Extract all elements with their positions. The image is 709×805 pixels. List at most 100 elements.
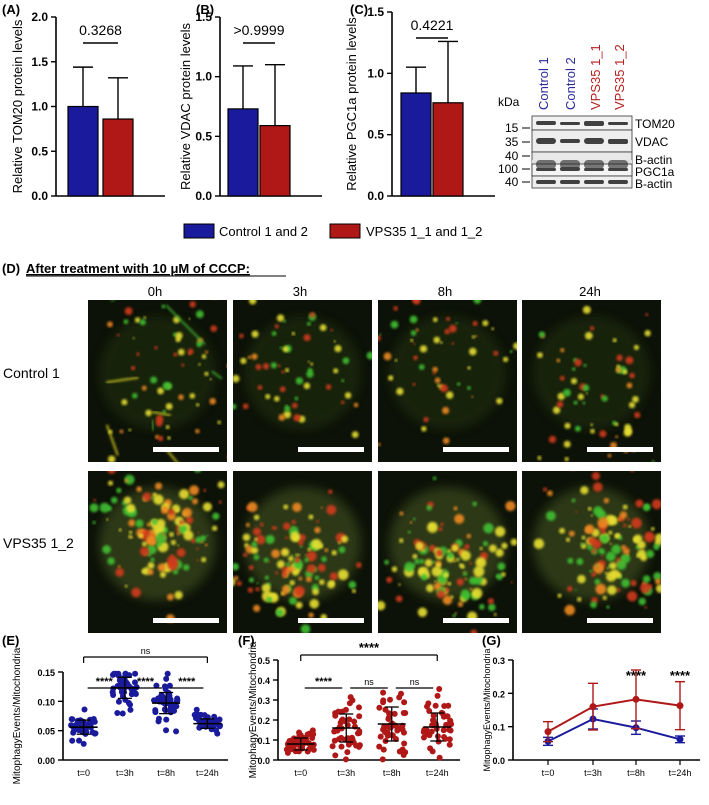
data-point — [402, 749, 409, 756]
data-point — [391, 710, 398, 717]
bar-vps35 — [432, 102, 464, 197]
blot-band-bactin: B-actin — [635, 153, 672, 167]
scale-bar — [153, 618, 219, 623]
bar-vps35 — [259, 124, 291, 197]
y-tick-label: 0.3 — [257, 696, 270, 706]
y-axis-label: Relative PGC1a protein levels — [344, 17, 359, 191]
data-point — [400, 729, 407, 736]
y-tick-label: 1.5 — [31, 55, 48, 69]
comparison-label: ns — [364, 677, 374, 687]
data-point — [284, 749, 291, 756]
data-point — [342, 756, 349, 763]
data-point — [351, 718, 358, 725]
data-point — [446, 741, 453, 748]
data-point — [434, 692, 441, 699]
data-point — [440, 727, 447, 734]
data-point — [131, 679, 138, 686]
data-point — [354, 730, 361, 737]
data-point — [155, 718, 162, 725]
y-tick-label: 0.0 — [31, 189, 48, 203]
panel-d-title: After treatment with 10 μM of CCCP: — [26, 261, 250, 276]
data-point — [356, 713, 363, 720]
y-axis-label: MitophagyEvents/Mitochondria — [248, 641, 259, 778]
data-point — [89, 729, 96, 736]
blot-marker-35: 35 — [505, 135, 519, 149]
data-point — [173, 728, 180, 735]
blot-marker-40: 40 — [505, 149, 519, 163]
data-point — [115, 698, 122, 705]
x-tick-label: t=24h — [196, 768, 219, 778]
micrograph-control-1-8h — [378, 300, 517, 462]
data-point — [110, 692, 117, 699]
y-tick-label: 0.0 — [257, 756, 270, 766]
comparison-label: **** — [359, 640, 380, 655]
data-point — [162, 686, 169, 693]
bar-vps35 — [102, 118, 134, 197]
data-point — [76, 737, 83, 744]
data-point — [332, 752, 339, 759]
data-point — [589, 703, 597, 711]
data-point — [396, 748, 403, 755]
panel-label-c: (C) — [350, 2, 368, 17]
micrograph-vps35-1-2-24h — [522, 471, 661, 633]
blot-band-vdac: VDAC — [635, 135, 669, 149]
data-point — [432, 702, 439, 709]
data-point — [427, 745, 434, 752]
y-axis-label: MitophagyEvents/Mitochondria — [482, 648, 492, 771]
data-point — [304, 731, 311, 738]
y-tick-label: 0.0 — [492, 756, 505, 766]
data-point — [447, 727, 454, 734]
y-axis-label: Relative TOM20 protein levels — [10, 19, 25, 193]
x-tick-label: t=0 — [542, 768, 555, 778]
x-tick-label: t=0 — [77, 768, 90, 778]
micrograph-vps35-1-2-3h — [233, 471, 372, 633]
legend: Control 1 and 2 VPS35 1_1 and 1_2 — [183, 223, 482, 239]
y-tick-label: 0.10 — [37, 697, 55, 707]
data-point — [344, 749, 351, 756]
y-tick-label: 0.2 — [492, 689, 505, 699]
comparison-label: **** — [96, 676, 114, 688]
data-point — [347, 694, 354, 701]
y-tick-label: 0.5 — [31, 144, 48, 158]
time-label-0h: 0h — [148, 284, 162, 299]
time-label-24h: 24h — [579, 284, 601, 299]
y-tick-label: 0.1 — [257, 736, 270, 746]
micrograph-vps35-1-2-0h — [88, 471, 227, 633]
data-point — [163, 716, 170, 723]
data-point — [380, 689, 387, 696]
western-blot: kDa Control 1 Control 2 VPS35 1_1 VPS35 … — [498, 44, 675, 191]
blot-marker-40b: 40 — [505, 175, 519, 189]
x-tick-label: t=24h — [669, 768, 692, 778]
data-point — [386, 710, 393, 717]
data-point — [447, 718, 454, 725]
y-tick-label: 1.5 — [367, 5, 384, 19]
data-point — [174, 697, 181, 704]
x-tick-label: t=0 — [294, 768, 307, 778]
scale-bar — [443, 618, 509, 623]
micrograph-vps35-1-2-8h — [378, 471, 517, 633]
data-point — [122, 670, 129, 677]
blot-lane-control-1: Control 1 — [536, 57, 551, 110]
blot-band-bactin-2: B-actin — [635, 177, 672, 191]
y-tick-label: 1.0 — [195, 70, 212, 84]
bar-control — [400, 92, 432, 197]
data-point — [428, 728, 435, 735]
p-value: 0.4221 — [411, 17, 454, 33]
data-point — [396, 694, 403, 701]
x-tick-label: t=8h — [627, 768, 645, 778]
x-tick-label: t=8h — [157, 768, 175, 778]
y-tick-label: 0.0 — [195, 189, 212, 203]
data-point — [349, 736, 356, 743]
y-axis-label: Relative VDAC protein levels — [178, 23, 193, 190]
series-line — [547, 717, 681, 743]
data-point — [211, 713, 218, 720]
micrograph-control-1-0h — [88, 300, 227, 462]
data-point — [676, 702, 684, 710]
bar-control — [227, 108, 259, 197]
scale-bar — [587, 618, 653, 623]
data-point — [152, 709, 159, 716]
data-point — [119, 710, 126, 717]
x-tick-label: t=8h — [383, 768, 401, 778]
data-point — [632, 695, 640, 703]
comparison-label: **** — [315, 676, 333, 688]
